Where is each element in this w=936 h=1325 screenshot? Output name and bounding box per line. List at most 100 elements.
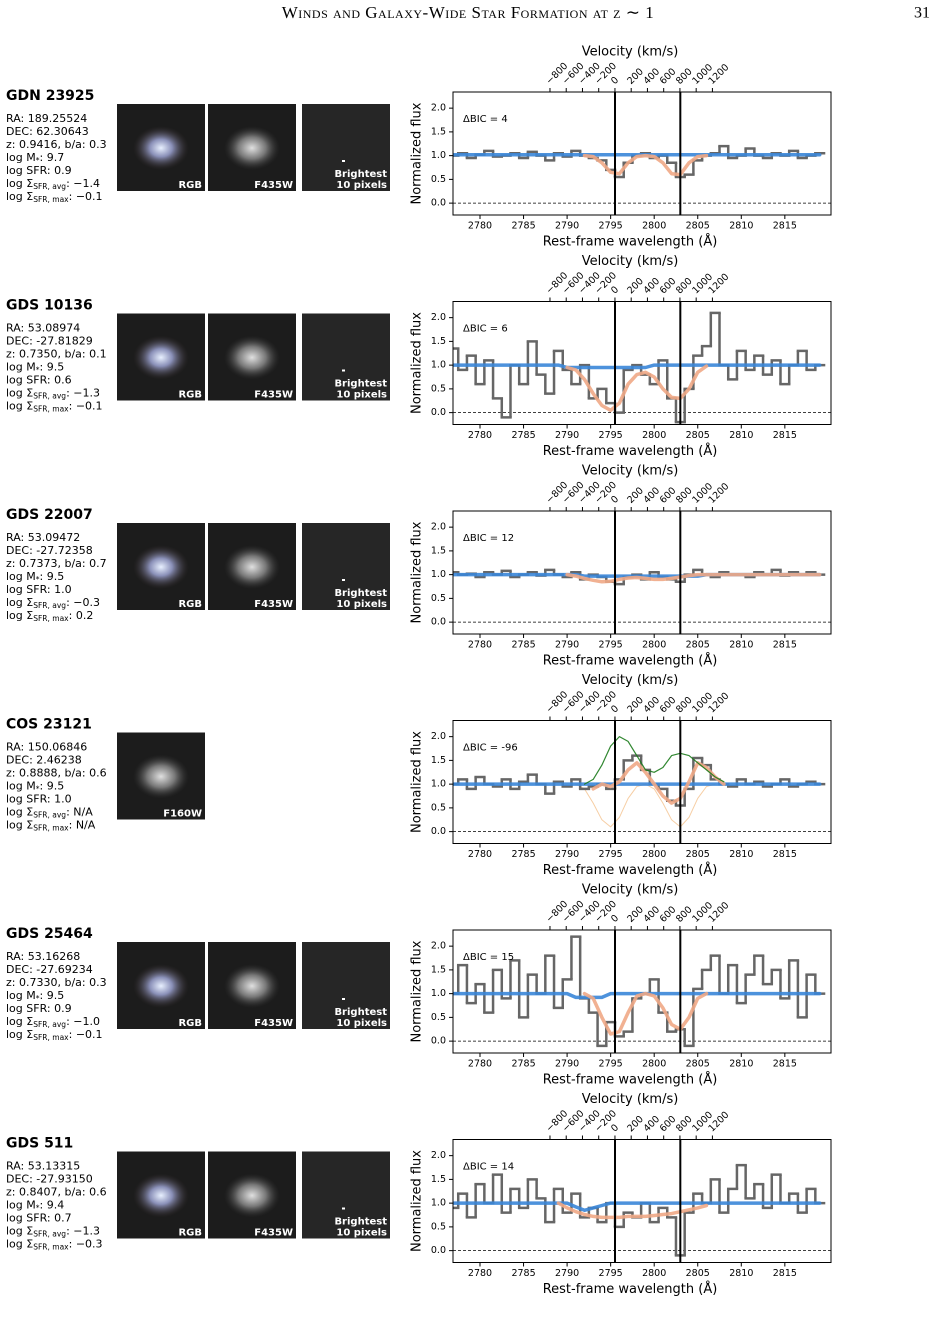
info-line: log M*: 9.5: [6, 361, 64, 375]
model-curve: [565, 572, 822, 584]
y-axis-label: Normalized flux: [410, 312, 425, 414]
info-line: DEC: -27.93150: [6, 1173, 93, 1186]
plot-area: [453, 144, 831, 204]
x-tick-label: 2815: [773, 430, 797, 441]
x-axis-label: Rest-frame wavelength (Å): [543, 234, 718, 250]
y-tick-label: 0.0: [431, 1036, 446, 1047]
image-label: Brightest: [334, 1217, 387, 1228]
info-line: log SFR: 1.0: [6, 583, 72, 596]
info-text: log Σ: [6, 177, 33, 190]
info-line: z: 0.8888, b/a: 0.6: [6, 767, 107, 780]
x2-tick-label: 0: [609, 75, 621, 87]
image-label: Brightest: [334, 379, 387, 390]
info-line: DEC: 62.30643: [6, 125, 89, 138]
info-line: log ΣSFR, avg: −1.4: [6, 177, 100, 191]
galaxy-blob: [133, 964, 189, 1008]
info-text: : −1.0: [66, 1015, 100, 1028]
x-tick-label: 2805: [686, 849, 710, 860]
model-curve: [582, 153, 709, 177]
y-tick-label: 1.0: [431, 569, 446, 580]
y-tick-label: 0.5: [431, 383, 446, 394]
x-tick-label: 2780: [468, 430, 492, 441]
galaxy-name: GDS 10136: [6, 298, 93, 314]
x-tick-label: 2805: [686, 1059, 710, 1070]
y-tick-label: 2.0: [431, 103, 446, 114]
x-tick-label: 2790: [555, 849, 579, 860]
annotation: ΔBIC = -96: [463, 743, 518, 754]
x-tick-label: 2805: [686, 1268, 710, 1279]
image-label: 10 pixels: [336, 599, 387, 610]
info-line: log SFR: 1.0: [6, 793, 72, 806]
info-subscript: SFR, max: [33, 195, 69, 204]
info-subscript: *: [36, 994, 40, 1003]
axes-frame: [452, 510, 832, 635]
x2-axis-label: Velocity (km/s): [582, 464, 679, 479]
x-tick-label: 2785: [511, 1059, 535, 1070]
info-line: z: 0.7330, b/a: 0.3: [6, 976, 107, 989]
galaxy-image: [302, 942, 390, 1029]
model-curve: [556, 1201, 709, 1220]
galaxy-blob: [224, 1173, 280, 1218]
x-tick-label: 2800: [642, 221, 666, 232]
x2-tick-label: 0: [609, 494, 621, 506]
y-tick-label: 0.0: [431, 407, 446, 418]
model-curve: [575, 783, 716, 828]
info-line: log SFR: 0.9: [6, 1002, 72, 1015]
info-text: log M: [6, 570, 36, 583]
info-line: log M*: 9.4: [6, 1199, 64, 1213]
info-line: log M*: 9.5: [6, 570, 64, 584]
image-label: F435W: [254, 180, 293, 191]
info-text: log M: [6, 780, 36, 793]
y-tick-label: 1.5: [431, 126, 446, 137]
x-tick-label: 2800: [642, 640, 666, 651]
galaxy-name: GDS 511: [6, 1136, 73, 1152]
y-axis-label: Normalized flux: [410, 1150, 425, 1252]
y-tick-label: 1.5: [431, 964, 446, 975]
info-text: : 9.5: [40, 989, 65, 1002]
x-tick-label: 2795: [599, 1268, 623, 1279]
y-tick-label: 0.5: [431, 174, 446, 185]
info-text: : −0.1: [69, 400, 103, 413]
galaxy-blob: [133, 126, 189, 170]
bright-pixels: [342, 998, 345, 1000]
info-text: : −1.3: [66, 387, 100, 400]
y-axis-label: Normalized flux: [410, 102, 425, 204]
x-tick-label: 2780: [468, 221, 492, 232]
x-tick-label: 2805: [686, 640, 710, 651]
x-tick-label: 2810: [729, 849, 753, 860]
info-text: log Σ: [6, 1015, 33, 1028]
x2-tick-label: 0: [609, 703, 621, 715]
x-tick-label: 2780: [468, 1268, 492, 1279]
model-curve: [453, 1201, 822, 1213]
bright-pixels: [342, 369, 345, 372]
y-tick-label: 0.5: [431, 802, 446, 813]
info-text: log Σ: [6, 806, 33, 819]
info-line: z: 0.7350, b/a: 0.1: [6, 348, 107, 361]
image-label: F160W: [163, 809, 202, 820]
x-tick-label: 2795: [599, 221, 623, 232]
galaxy-image: [302, 523, 390, 610]
galaxy-blob: [133, 335, 189, 380]
axes-frame: [452, 720, 832, 844]
x-axis-label: Rest-frame wavelength (Å): [543, 653, 718, 669]
x-tick-label: 2810: [729, 640, 753, 651]
info-line: log ΣSFR, max: −0.3: [6, 1238, 103, 1252]
x2-axis-label: Velocity (km/s): [582, 254, 679, 269]
x-tick-label: 2795: [599, 430, 623, 441]
y-tick-label: 1.5: [431, 755, 446, 766]
info-subscript: SFR, avg: [33, 811, 66, 820]
x-tick-label: 2810: [729, 1059, 753, 1070]
info-line: z: 0.9416, b/a: 0.3: [6, 138, 107, 151]
info-text: log Σ: [6, 596, 33, 609]
info-line: z: 0.7373, b/a: 0.7: [6, 557, 107, 570]
galaxy-name: GDN 23925: [6, 88, 94, 104]
image-label: 10 pixels: [336, 180, 387, 191]
info-text: : −0.3: [66, 596, 100, 609]
info-line: log ΣSFR, avg: −1.3: [6, 1225, 100, 1239]
x-tick-label: 2790: [555, 221, 579, 232]
info-subscript: *: [36, 785, 40, 794]
info-text: log Σ: [6, 387, 33, 400]
image-label: RGB: [178, 180, 202, 191]
x-axis-label: Rest-frame wavelength (Å): [543, 862, 718, 878]
